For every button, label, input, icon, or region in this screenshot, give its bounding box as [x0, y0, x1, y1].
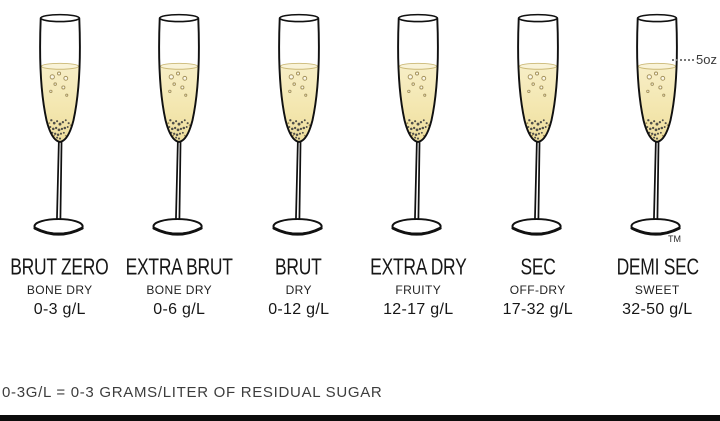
- dryness-label: FRUITY: [395, 283, 442, 297]
- footnote-text: 0-3G/L = 0-3 GRAMS/LITER OF RESIDUAL SUG…: [2, 384, 383, 401]
- sugar-range: 12-17 g/L: [383, 301, 454, 318]
- sweetness-name: EXTRA BRUT: [125, 255, 233, 281]
- column-extra-brut: EXTRA BRUT BONE DRY 0-6 g/L: [120, 4, 240, 319]
- column-brut-zero: BRUT ZERO BONE DRY 0-3 g/L: [0, 4, 120, 319]
- sugar-range: 0-12 g/L: [268, 301, 330, 318]
- sweetness-name: SEC: [520, 255, 556, 281]
- sugar-range: 17-32 g/L: [502, 301, 573, 318]
- glasses-row: BRUT ZERO BONE DRY 0-3 g/L EXTRA BRUT BO…: [0, 4, 718, 319]
- volume-label: 5oz: [696, 52, 717, 67]
- dryness-label: BONE DRY: [26, 283, 93, 297]
- dryness-label: DRY: [285, 283, 312, 297]
- champagne-flute-illustration: [32, 13, 84, 236]
- trademark-symbol: TM: [668, 234, 681, 244]
- column-sec: SEC OFF-DRY 17-32 g/L: [478, 4, 598, 319]
- column-demi-sec: DEMI SEC SWEET 32-50 g/L: [598, 4, 718, 319]
- volume-annotation: 5oz: [672, 52, 717, 67]
- dryness-label: SWEET: [634, 283, 680, 297]
- sugar-range: 32-50 g/L: [622, 301, 693, 318]
- sweetness-name: DEMI SEC: [616, 255, 699, 281]
- dotted-leader-line: [672, 58, 695, 61]
- champagne-flute-illustration: [152, 13, 204, 236]
- champagne-flute-illustration: [630, 13, 682, 236]
- sweetness-name: BRUT ZERO: [10, 255, 109, 281]
- champagne-flute-illustration: [271, 13, 323, 236]
- bottom-edge-bar: [0, 415, 720, 421]
- sugar-range: 0-3 g/L: [33, 301, 86, 318]
- sweetness-name: BRUT: [275, 255, 323, 281]
- column-brut: BRUT DRY 0-12 g/L: [239, 4, 359, 319]
- dryness-label: BONE DRY: [146, 283, 213, 297]
- sugar-range: 0-6 g/L: [153, 301, 206, 318]
- champagne-flute-illustration: [391, 13, 443, 236]
- column-extra-dry: EXTRA DRY FRUITY 12-17 g/L: [359, 4, 479, 319]
- sweetness-name: EXTRA DRY: [370, 255, 467, 281]
- dryness-label: OFF-DRY: [509, 283, 566, 297]
- champagne-flute-illustration: [510, 13, 562, 236]
